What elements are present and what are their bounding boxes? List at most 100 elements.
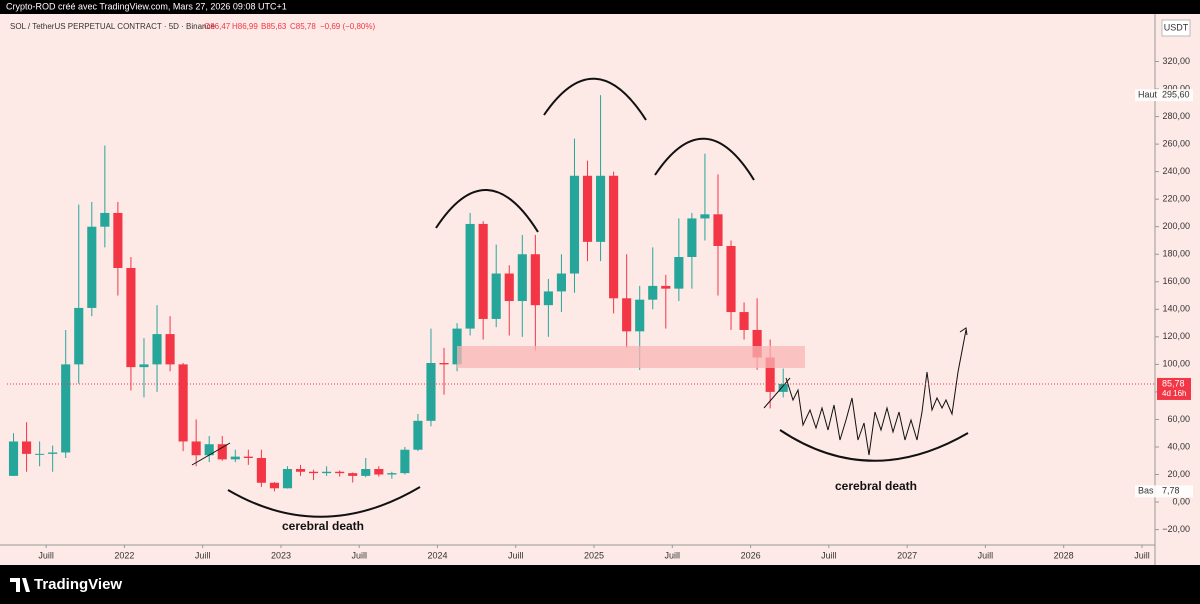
y-tick-label: 220,00 <box>1162 194 1190 204</box>
last-price-box <box>1157 377 1191 400</box>
x-tick-label: Juill <box>508 550 524 560</box>
candle-body <box>87 226 97 308</box>
candle-body <box>556 273 566 292</box>
candle-body <box>165 334 175 365</box>
annotation: cerebral death <box>835 479 917 493</box>
x-tick-label: 2024 <box>427 550 447 560</box>
candle-body <box>622 298 632 332</box>
symbol-title: SOL / TetherUS PERPETUAL CONTRACT · 5D ·… <box>10 22 216 31</box>
candle-body <box>217 444 227 460</box>
candle-body <box>204 444 214 456</box>
x-tick-label: Juill <box>38 550 54 560</box>
y-tick-label: 260,00 <box>1162 138 1190 148</box>
ohlc: C85,78 <box>290 22 316 31</box>
candle-body <box>61 364 71 453</box>
candle-body <box>674 256 684 289</box>
arc <box>654 137 755 181</box>
candle-body <box>230 456 240 460</box>
candle-body <box>582 175 593 242</box>
candle-body <box>700 214 710 219</box>
candle-body <box>687 218 697 257</box>
y-tick-label: 120,00 <box>1162 331 1190 341</box>
candle-body <box>35 453 45 455</box>
x-tick-label: Juill <box>1134 550 1150 560</box>
candle-body <box>765 357 775 392</box>
candle-body <box>8 441 19 476</box>
candle-body <box>400 449 410 474</box>
candle-body <box>335 471 345 474</box>
brand: TradingView <box>34 576 122 593</box>
ohlc: O86,47 <box>204 22 231 31</box>
marker-box <box>1135 485 1193 498</box>
candle-body <box>752 329 762 358</box>
legend: SOL / TetherUS PERPETUAL CONTRACT · 5D ·… <box>10 22 375 31</box>
candle-body <box>439 362 449 365</box>
y-tick-label: 140,00 <box>1162 304 1190 314</box>
projection <box>785 329 967 456</box>
y-tick-label: 280,00 <box>1162 111 1190 121</box>
candle-body <box>295 469 306 472</box>
candle-body <box>596 175 606 242</box>
candle-body <box>491 273 501 319</box>
candle-body <box>478 223 488 319</box>
candle-body <box>778 383 788 392</box>
candle-body <box>517 254 527 302</box>
y-tick-label: 240,00 <box>1162 166 1190 176</box>
x-tick-label: 2026 <box>741 550 761 560</box>
candle-body <box>387 473 397 475</box>
arrow-head <box>959 327 968 336</box>
candle-body <box>504 273 514 302</box>
candle-body <box>713 214 723 246</box>
candle-body <box>413 420 423 450</box>
x-tick-label: 2025 <box>584 550 604 560</box>
y-tick-label: 100,00 <box>1162 359 1190 369</box>
y-tick-label: 60,00 <box>1167 414 1190 424</box>
candle-body <box>256 457 266 483</box>
trendline <box>191 442 231 466</box>
x-tick-label: 2023 <box>271 550 291 560</box>
candle-body <box>74 307 84 365</box>
last-price: 85,78 <box>1162 378 1185 388</box>
candle-body <box>530 254 540 306</box>
candle-body <box>282 469 293 489</box>
candle-body <box>348 473 358 476</box>
candle-body <box>139 364 149 368</box>
y-tick-label: 20,00 <box>1167 469 1190 479</box>
y-tick-label: 320,00 <box>1162 56 1190 66</box>
arc <box>779 429 969 462</box>
candle-body <box>426 362 436 421</box>
x-tick-label: Juill <box>665 550 681 560</box>
header-text: Crypto-ROD créé avec TradingView.com, Ma… <box>6 1 287 11</box>
y-tick-label: 0,00 <box>1172 496 1190 506</box>
candle-body <box>191 441 201 456</box>
candle-body <box>726 245 736 313</box>
x-tick-label: 2027 <box>897 550 917 560</box>
support-zone <box>457 346 805 368</box>
candle-body <box>569 175 580 274</box>
candle-body <box>322 471 332 474</box>
marker-box <box>1135 89 1193 102</box>
candle-body <box>465 223 475 329</box>
ohlc: B85,63 <box>261 22 287 31</box>
marker-name: Haut <box>1138 89 1158 99</box>
x-tick-label: Juill <box>821 550 837 560</box>
y-tick-label: 160,00 <box>1162 276 1190 286</box>
y-tick-label: 40,00 <box>1167 441 1190 451</box>
ohlc: H86,99 <box>232 22 258 31</box>
arc <box>435 189 539 233</box>
candle-body <box>739 312 749 330</box>
candle-body <box>152 334 162 365</box>
x-tick-label: Juill <box>978 550 994 560</box>
arc <box>227 486 421 518</box>
candle-body <box>100 212 110 227</box>
x-tick-label: Juill <box>195 550 211 560</box>
marker-name: Bas <box>1138 486 1154 496</box>
arc <box>543 77 647 121</box>
plot <box>8 95 788 492</box>
currency: USDT <box>1164 22 1189 32</box>
candle-body <box>243 456 253 458</box>
candle-body <box>113 212 123 269</box>
annotation: cerebral death <box>282 519 364 533</box>
candle-body <box>648 285 658 300</box>
